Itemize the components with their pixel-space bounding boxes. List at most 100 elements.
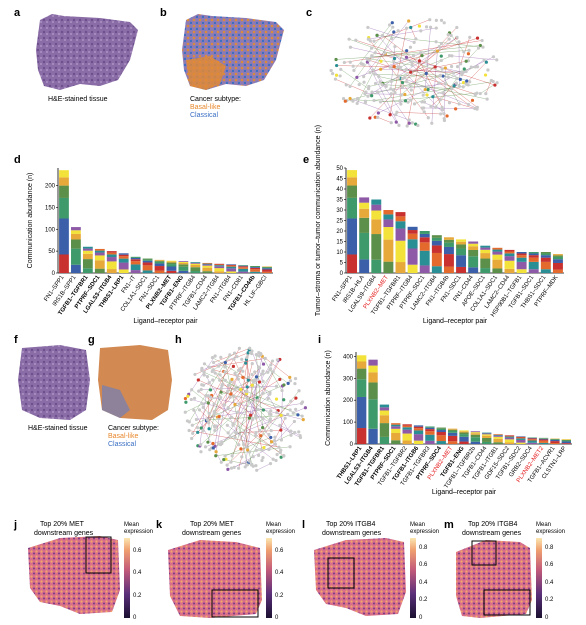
network-node (231, 364, 236, 368)
bar-segment (368, 428, 378, 444)
heatmap-m-highlight-box (471, 540, 497, 566)
bar-segment (250, 266, 260, 268)
network-node (447, 54, 452, 58)
network-node (261, 456, 265, 460)
bar-segment (516, 253, 527, 256)
network-node (210, 355, 215, 360)
bar-segment (447, 441, 458, 444)
bar-segment (402, 429, 412, 434)
heatmap-k-title1: Top 20% MET (190, 521, 235, 528)
bar-segment (447, 428, 458, 430)
network-node (232, 465, 236, 469)
network-node (223, 403, 227, 407)
network-node (213, 428, 217, 433)
network-node (269, 435, 273, 440)
bar (262, 266, 272, 273)
panel-label-d: d (14, 154, 21, 166)
bar-segment (470, 433, 481, 435)
network-link (259, 430, 281, 451)
bar-segment (552, 269, 563, 273)
network-node (362, 74, 366, 79)
bar (202, 262, 213, 273)
network-node (229, 415, 234, 419)
bar (431, 235, 442, 273)
network-node (223, 378, 227, 382)
network-node (366, 37, 370, 41)
bar-segment (262, 266, 272, 268)
bar-segment (190, 265, 201, 268)
bar-segment (459, 431, 469, 433)
network-node (393, 91, 397, 95)
bar-segment (527, 437, 537, 439)
y-tick-label: 0 (340, 271, 344, 277)
network-node (433, 105, 438, 109)
bar-segment (94, 255, 105, 261)
bar-segment (470, 432, 481, 434)
network-node (196, 430, 200, 434)
network-node (447, 37, 451, 41)
network-node (251, 455, 255, 459)
network-link (231, 381, 270, 422)
bar (470, 431, 481, 444)
network-node (233, 435, 237, 440)
bar-segment (82, 268, 93, 273)
network-node (371, 68, 375, 72)
network-node (396, 65, 400, 69)
network-node (410, 63, 414, 67)
bar-segment (178, 262, 189, 265)
bar-segment (166, 270, 177, 273)
communication-network-c (329, 18, 499, 128)
network-node (351, 99, 355, 103)
bar-segment (368, 359, 378, 366)
network-node (260, 448, 264, 452)
network-node (231, 422, 235, 426)
bar-segment (202, 265, 213, 268)
bar-segment (371, 210, 382, 220)
bar-segment (456, 239, 467, 242)
bar-segment (142, 259, 153, 261)
network-node (241, 375, 245, 379)
bar-segment (154, 261, 165, 264)
network-node (268, 392, 272, 396)
network-node (441, 91, 445, 95)
network-node (372, 72, 377, 76)
bar-segment (538, 442, 549, 444)
network-link (293, 407, 306, 414)
panel-label-b: b (160, 7, 167, 19)
heatmap-k-colorbar (266, 538, 272, 618)
y-tick-label: 10 (336, 250, 343, 256)
network-node (342, 60, 346, 65)
bar-segment (527, 439, 537, 441)
bar-segment (190, 263, 201, 266)
bar-segment (504, 435, 515, 436)
network-node (274, 384, 279, 388)
panel-label-e: e (303, 154, 309, 166)
network-node (434, 18, 438, 22)
network-node (218, 378, 222, 382)
network-node (439, 58, 443, 63)
bar-segment (550, 439, 560, 441)
network-node (226, 406, 230, 410)
bar-segment (71, 248, 81, 265)
network-node (399, 93, 403, 97)
bar-segment (456, 244, 467, 249)
network-node (235, 354, 239, 359)
network-node (247, 375, 251, 379)
network-node (369, 46, 374, 50)
bar-segment (82, 246, 93, 249)
bar-segment (190, 262, 201, 263)
bar-segment (425, 434, 435, 441)
network-node (280, 388, 284, 393)
bar-segment (468, 246, 479, 251)
network-link (234, 349, 250, 438)
bar-segment (190, 262, 201, 264)
network-node (213, 371, 217, 375)
network-link (373, 19, 430, 42)
bar-segment (527, 442, 537, 444)
heatmap-l-legend-title1: Mean (410, 522, 425, 528)
bar-segment (504, 253, 515, 257)
network-link (376, 35, 483, 48)
network-node (484, 92, 488, 96)
bar-segment (516, 439, 526, 443)
network-link (236, 429, 281, 434)
